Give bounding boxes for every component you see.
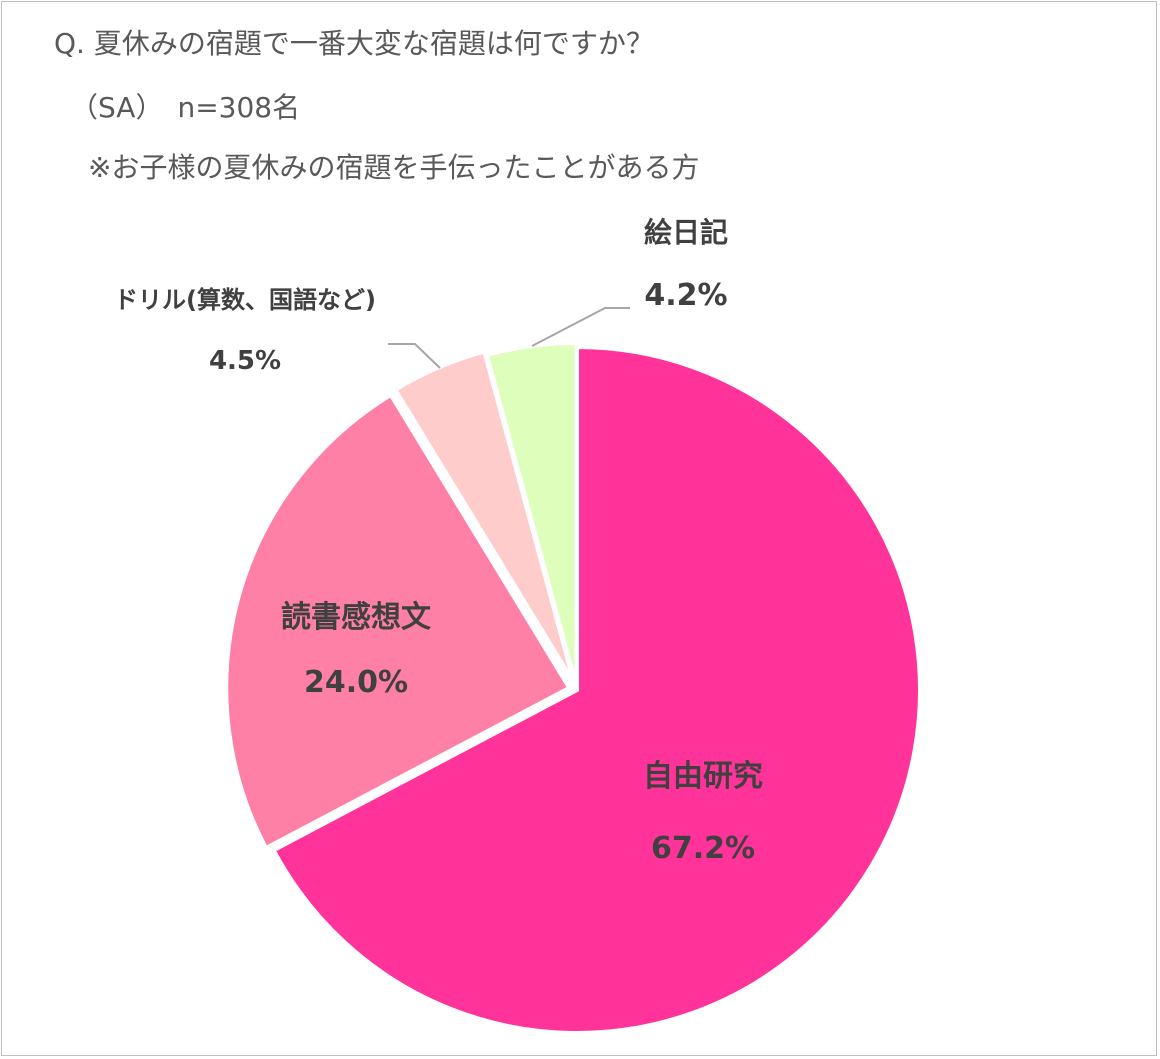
pie-slice-dokusho-kansoubun	[224, 392, 573, 851]
pie-slice-jiyuu-kenkyuu	[270, 344, 922, 1035]
question-title: Q. 夏休みの宿題で一番大変な宿題は何ですか？	[54, 27, 654, 60]
slice-label-dokusho-kansoubun: 読書感想文	[281, 600, 431, 635]
slice-value-dokusho-kansoubun: 24.0%	[304, 665, 408, 700]
slice-value-enikki: 4.2%	[644, 278, 727, 313]
slice-value-drill: 4.5%	[209, 346, 281, 376]
question-note: ※お子様の夏休みの宿題を手伝ったことがある方	[88, 151, 700, 184]
question-sample-info: （SA） n=308名	[70, 91, 301, 124]
pie-slice-enikki	[484, 341, 579, 687]
slice-label-drill: ドリル(算数、国語など)	[114, 286, 376, 314]
leader-line-drill	[388, 343, 441, 369]
slice-label-jiyuu-kenkyuu: 自由研究	[643, 759, 763, 794]
slice-label-enikki: 絵日記	[644, 216, 728, 249]
slice-value-jiyuu-kenkyuu: 67.2%	[651, 831, 755, 866]
leader-line-enikki	[531, 307, 630, 347]
